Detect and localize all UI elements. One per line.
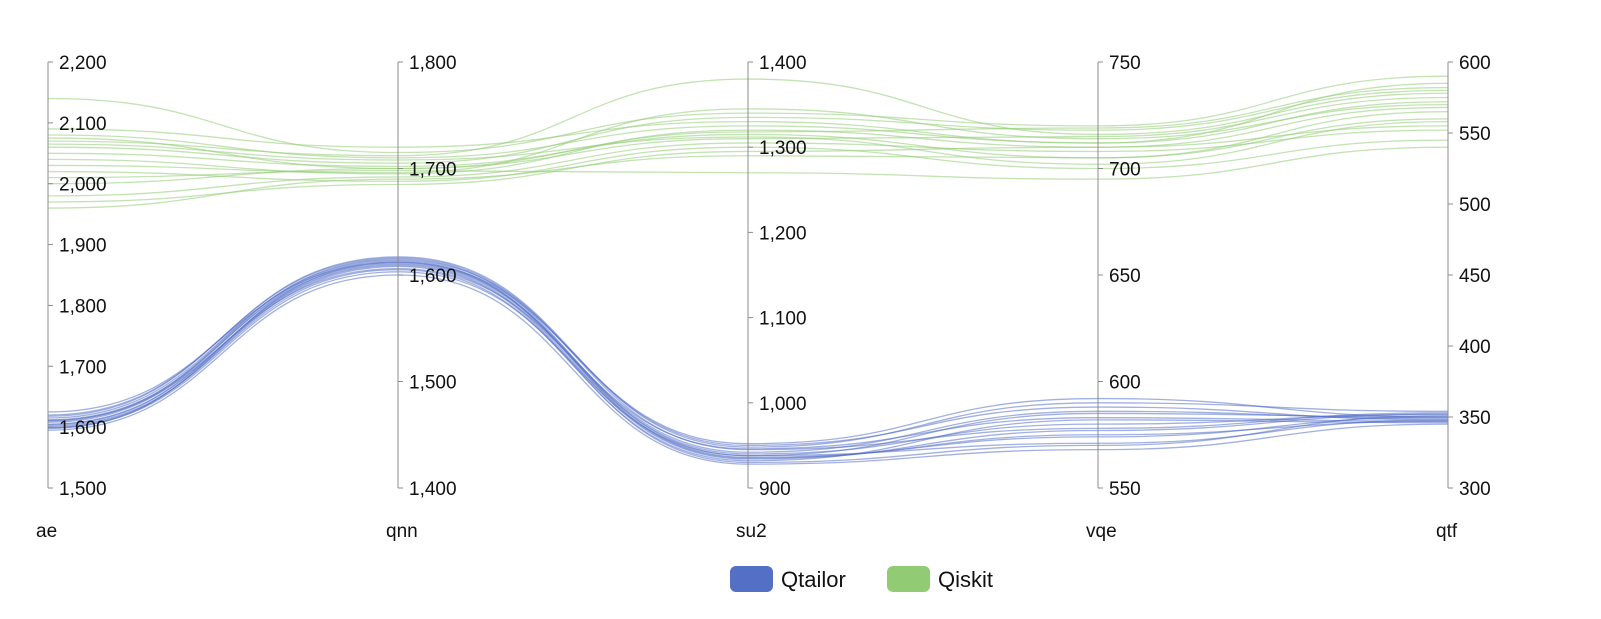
- tick-label: 600: [1109, 373, 1141, 394]
- tick-label: 600: [1459, 53, 1491, 74]
- legend[interactable]: Qtailor Qiskit: [730, 566, 993, 592]
- tick-label: 1,200: [759, 223, 807, 244]
- axis-name-vqe: vqe: [1086, 521, 1117, 542]
- tick-label: 700: [1109, 160, 1141, 181]
- tick-label: 1,400: [759, 53, 807, 74]
- line-qtailor-12: [47, 267, 1449, 450]
- tick-label: 350: [1459, 408, 1491, 429]
- tick-label: 750: [1109, 53, 1141, 74]
- tick-label: 1,800: [409, 53, 457, 74]
- axis-ae: 1,500 1,600 1,700 1,800 1,900 2,000 2,100 2,200…: [36, 53, 107, 542]
- line-qtailor-10: [47, 256, 1449, 448]
- tick-label: 1,300: [759, 138, 807, 159]
- legend-swatch: [730, 566, 773, 592]
- tick-label: 1,500: [409, 373, 457, 394]
- legend-label: Qtailor: [781, 567, 846, 592]
- axis-vqe: 550 600 650 700 750 vqe: [1086, 53, 1141, 542]
- axes: 1,500 1,600 1,700 1,800 1,900 2,000 2,100 2,200…: [36, 53, 1491, 542]
- tick-label: 1,500: [59, 479, 107, 500]
- tick-label: 1,700: [59, 357, 107, 378]
- tick-label: 300: [1459, 479, 1491, 500]
- tick-label: 900: [759, 479, 791, 500]
- line-qtailor-11: [47, 264, 1449, 460]
- tick-label: 1,800: [59, 296, 107, 317]
- tick-label: 550: [1109, 479, 1141, 500]
- tick-label: 400: [1459, 337, 1491, 358]
- line-qtailor-8: [47, 260, 1449, 458]
- tick-label: 1,000: [759, 394, 807, 415]
- legend-label: Qiskit: [938, 567, 993, 592]
- tick-label: 1,700: [409, 160, 457, 181]
- line-qtailor-9: [47, 274, 1449, 465]
- line-qtailor-13: [47, 261, 1449, 445]
- axis-qtf: 300 350 400 450 500 550 600 qtf: [1436, 53, 1491, 542]
- series-qtailor: [47, 256, 1449, 465]
- axis-qnn: 1,400 1,500 1,600 1,700 1,800 qnn: [386, 53, 457, 542]
- line-qtailor-6: [47, 269, 1449, 462]
- tick-label: 550: [1459, 124, 1491, 145]
- legend-swatch: [887, 566, 930, 592]
- legend-item-qtailor[interactable]: Qtailor: [730, 566, 846, 592]
- legend-item-qiskit[interactable]: Qiskit: [887, 566, 993, 592]
- tick-label: 450: [1459, 266, 1491, 287]
- line-qtailor-7: [47, 262, 1449, 453]
- tick-label: 1,900: [59, 236, 107, 257]
- tick-label: 500: [1459, 195, 1491, 216]
- tick-label: 2,200: [59, 53, 107, 74]
- axis-su2: 900 1,000 1,100 1,200 1,300 1,400 su2: [736, 53, 807, 542]
- line-qtailor-14: [47, 271, 1449, 457]
- line-qtailor-1: [47, 263, 1449, 455]
- tick-label: 2,000: [59, 175, 107, 196]
- axis-name-ae: ae: [36, 521, 57, 542]
- axis-name-qtf: qtf: [1436, 521, 1458, 542]
- tick-label: 1,600: [409, 266, 457, 287]
- tick-label: 1,400: [409, 479, 457, 500]
- axis-name-qnn: qnn: [386, 521, 418, 542]
- tick-label: 650: [1109, 266, 1141, 287]
- axis-name-su2: su2: [736, 521, 767, 542]
- tick-label: 2,100: [59, 114, 107, 135]
- tick-label: 1,600: [59, 418, 107, 439]
- tick-label: 1,100: [759, 309, 807, 330]
